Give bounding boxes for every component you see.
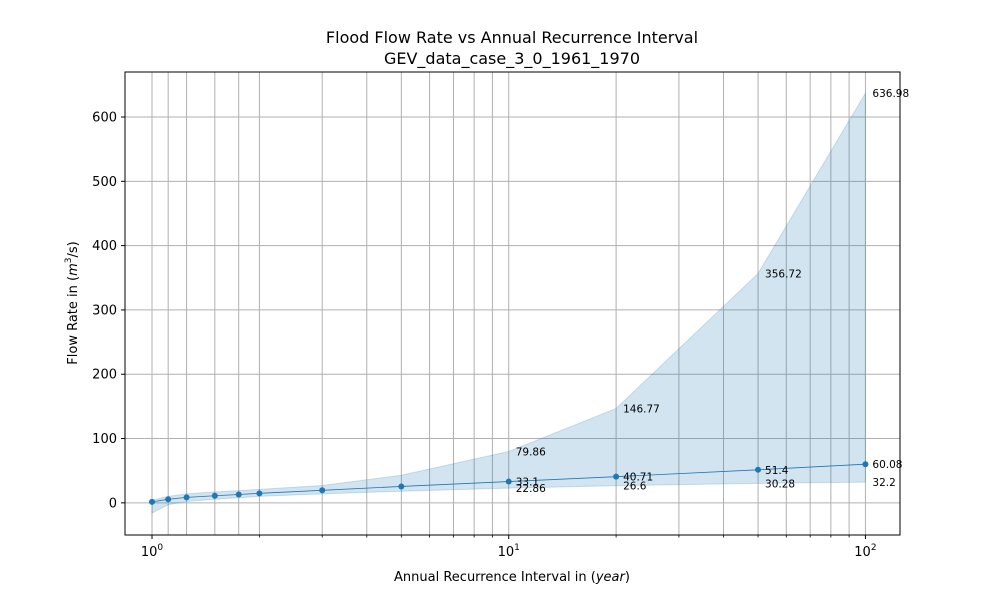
data-point — [613, 473, 620, 480]
data-point — [862, 461, 869, 468]
x-tick-label-exp: 2 — [871, 543, 877, 553]
x-axis-ticks: 100 101 102 — [141, 535, 877, 560]
x-tick-label: 100 — [141, 543, 164, 560]
x-axis-label-suffix: ) — [625, 570, 630, 585]
y-axis-label-prefix: Flow Rate in ( — [66, 276, 81, 365]
y-tick-label: 300 — [92, 303, 117, 318]
plot-frame — [124, 71, 901, 536]
x-tick-label: 101 — [498, 543, 520, 560]
data-label: 22.86 — [516, 483, 546, 495]
data-label: 33.1 — [516, 477, 539, 489]
data-label: 30.28 — [765, 478, 795, 490]
data-point — [165, 496, 172, 503]
grid — [125, 72, 900, 535]
y-tick-label: 400 — [92, 239, 117, 254]
series-line — [151, 463, 866, 503]
chart-title: Flood Flow Rate vs Annual Recurrence Int… — [326, 28, 698, 69]
chart-subtitle-text: GEV_data_case_3_0_1961_1970 — [384, 49, 640, 69]
y-tick-label: 100 — [92, 432, 117, 447]
data-point — [256, 490, 263, 497]
data-point — [398, 483, 405, 490]
y-tick-label: 0 — [109, 496, 117, 511]
x-tick-label-base: 10 — [498, 545, 515, 560]
x-axis-label-prefix: Annual Recurrence Interval in ( — [394, 570, 596, 585]
data-point — [755, 466, 762, 473]
data-label: 26.6 — [623, 481, 647, 493]
data-label: 32.2 — [872, 477, 895, 489]
data-label: 79.86 — [516, 446, 546, 458]
data-point — [505, 478, 512, 485]
data-label: 356.72 — [765, 268, 802, 280]
y-axis-label-unit-exp: 3 — [64, 258, 74, 264]
y-axis-label: Flow Rate in (m3/s) — [64, 241, 81, 364]
data-point — [319, 487, 326, 494]
x-axis-label-unit: year — [595, 570, 627, 585]
confidence-band — [151, 91, 866, 514]
y-tick-label: 500 — [92, 175, 117, 190]
data-label: 636.98 — [872, 88, 909, 100]
data-label: 51.4 — [765, 465, 789, 477]
y-tick-label: 600 — [92, 111, 117, 126]
y-axis-ticks: 0 100 200 300 400 500 600 — [92, 111, 125, 511]
series-lines — [151, 463, 866, 503]
data-point — [211, 492, 218, 499]
data-point — [149, 498, 156, 505]
data-label: 60.08 — [872, 459, 902, 471]
y-axis-label-unit-base: m — [66, 263, 81, 276]
x-tick-label-exp: 0 — [157, 543, 163, 553]
data-label: 40.71 — [623, 472, 653, 484]
x-tick-label-base: 10 — [141, 545, 158, 560]
y-tick-label: 200 — [92, 368, 117, 383]
data-point — [235, 491, 242, 498]
series-points — [149, 461, 869, 505]
x-tick-label-base: 10 — [854, 545, 871, 560]
x-tick-label-exp: 1 — [514, 543, 520, 553]
data-label: 146.77 — [623, 403, 660, 415]
x-tick-label: 102 — [854, 543, 876, 560]
data-point — [183, 494, 190, 501]
x-axis-label: Annual Recurrence Interval in (year) — [394, 570, 630, 585]
y-axis-label-unit-rest: /s) — [66, 241, 81, 257]
chart-title-text: Flood Flow Rate vs Annual Recurrence Int… — [326, 28, 698, 47]
confidence-band-area — [151, 91, 866, 514]
